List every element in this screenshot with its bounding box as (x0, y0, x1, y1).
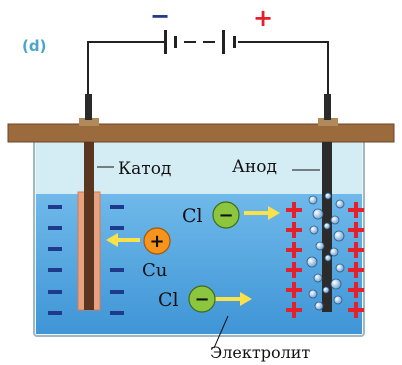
wooden-board (7, 123, 395, 143)
gas-bubbles (306, 192, 345, 311)
chloride-ion-1-symbol: Cl (182, 205, 203, 227)
cathode-electrode (84, 142, 94, 310)
anode-label: Анод (232, 157, 277, 177)
copper-ion-charge: + (149, 231, 164, 252)
ion-arrows (106, 206, 280, 306)
copper-ion (143, 227, 171, 255)
cathode-negative-charges (48, 205, 124, 315)
battery-positive-sign: + (253, 4, 273, 32)
copper-ion-symbol: Cu (142, 260, 167, 281)
battery-negative-sign: − (150, 2, 170, 30)
anode-rod-top (324, 94, 331, 120)
anode-clamp (318, 118, 338, 126)
battery-symbol (164, 30, 236, 54)
chloride-ion-1 (212, 201, 240, 229)
electrolyte-label-pointer (213, 315, 229, 349)
chloride-ion-2 (188, 285, 216, 313)
chloride-ion-2-symbol: Cl (158, 289, 179, 311)
cathode-rod-top (85, 94, 92, 120)
electrolyte-label: Электролит (210, 343, 310, 362)
cathode-clamp (79, 118, 99, 126)
cathode-label: Катод (118, 159, 171, 179)
chloride-ion-2-charge: − (194, 289, 209, 310)
anode-positive-charges (286, 202, 364, 318)
panel-label: (d) (22, 37, 46, 55)
chloride-ion-1-charge: − (218, 205, 233, 226)
circuit-wires (87, 41, 329, 120)
